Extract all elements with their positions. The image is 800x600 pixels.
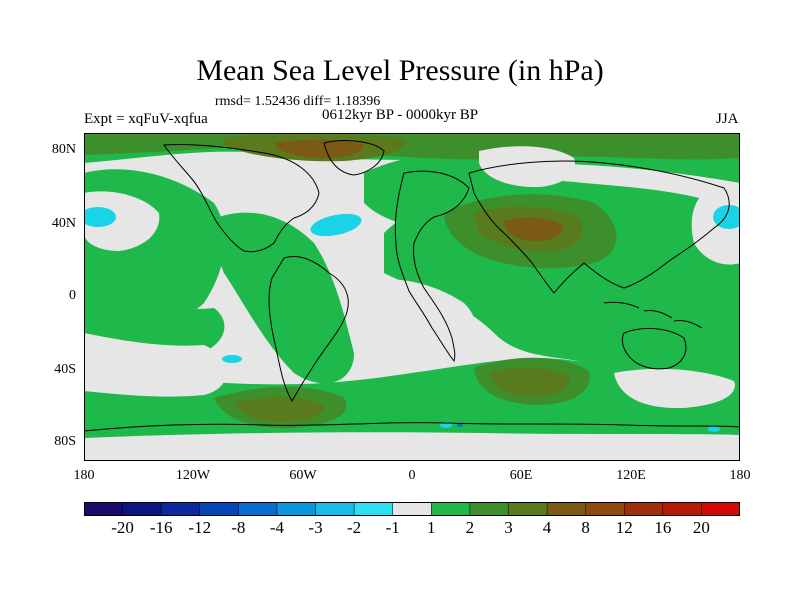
asia-brown (504, 217, 563, 241)
colorbar-label-12: 8 (581, 518, 590, 537)
colorbar-label-3: -8 (231, 518, 246, 537)
colorbar-swatch-9 (431, 502, 471, 516)
coastlines (84, 140, 740, 432)
arctic-brown (274, 139, 365, 158)
colorbar-label-8: 1 (427, 518, 436, 537)
x-label-120w: 120W (175, 468, 211, 483)
y-label-80n: 80N (51, 142, 76, 157)
season-label: JJA (716, 111, 739, 127)
colorbar-swatch-4 (238, 502, 278, 516)
north-pacific-cyan (84, 207, 116, 227)
equatorial-pacific-green (84, 283, 225, 358)
period-text: 0612kyr BP - 0000kyr BP (322, 107, 479, 123)
south-indian-neutral (614, 368, 735, 409)
x-label-180w: 180 (73, 468, 95, 483)
colorbar-label-6: -2 (347, 518, 362, 537)
map-title: Mean Sea Level Pressure (in hPa) (196, 54, 604, 87)
colorbar-swatch-15 (662, 502, 703, 516)
north-atlantic-neutral (479, 146, 575, 188)
colorbar-swatch-0 (84, 502, 124, 516)
ross-cyan (708, 426, 720, 432)
colorbar-label-5: -3 (308, 518, 323, 537)
colorbar-label-11: 4 (542, 518, 552, 537)
x-label-60e: 60E (509, 468, 533, 483)
x-label-120e: 120E (616, 468, 646, 483)
south-atlantic-neutral (349, 279, 477, 361)
central-pacific-cyan (310, 213, 362, 237)
colorbar-swatch-14 (623, 502, 664, 516)
colorbar-swatch-7 (353, 502, 394, 516)
south-america-coast (268, 256, 349, 402)
colorbar-label-10: 3 (504, 518, 513, 537)
colorbar-swatch-1 (122, 502, 162, 516)
north-pacific-neutral (84, 191, 160, 251)
stats-text: rmsd= 1.52436 diff= 1.18396 (215, 94, 381, 109)
y-label-40n: 40N (51, 216, 76, 231)
colorbar-label-13: 12 (615, 518, 633, 537)
greenland-coast (323, 140, 385, 176)
australia-coast (621, 328, 687, 370)
experiment-label: Expt = xqFuV-xqfua (84, 111, 208, 127)
y-label-80s: 80S (54, 434, 76, 449)
x-label-60w: 60W (289, 468, 317, 483)
indian-olive (489, 367, 570, 397)
colorbar (84, 502, 740, 516)
antarctic-blue (457, 423, 463, 427)
colorbar-swatch-10 (469, 502, 510, 516)
colorbar-label-2: -12 (188, 518, 212, 537)
colorbar-label-1: -16 (149, 518, 173, 537)
map-frame (84, 133, 740, 461)
north-america-coast (163, 144, 320, 253)
southern-olive (234, 397, 325, 422)
pressure-anomaly-map (84, 133, 740, 461)
colorbar-label-4: -4 (269, 518, 285, 537)
colorbar-swatch-6 (315, 502, 355, 516)
colorbar-swatch-3 (199, 502, 240, 516)
colorbar-swatch-16 (701, 502, 740, 516)
indonesia-coast (603, 301, 703, 329)
colorbar-swatch-11 (508, 502, 548, 516)
colorbar-label-9: 2 (465, 518, 475, 537)
colorbar-label-14: 16 (654, 518, 672, 537)
europe-africa-coast (394, 170, 470, 363)
colorbar-label-15: 20 (692, 518, 710, 537)
antarctic-neutral (84, 432, 740, 461)
antarctica-coast (84, 422, 740, 432)
y-label-40s: 40S (54, 362, 76, 377)
south-pacific-cyan (222, 355, 242, 363)
colorbar-swatch-13 (585, 502, 625, 516)
colorbar-swatch-12 (546, 502, 587, 516)
x-label-0: 0 (408, 468, 416, 483)
colorbar-label-0: -20 (111, 518, 134, 537)
colorbar-swatch-8 (392, 502, 433, 516)
x-label-180e: 180 (729, 468, 751, 483)
colorbar-swatch-2 (160, 502, 201, 516)
south-pacific-neutral (84, 333, 227, 397)
asia-coast (468, 160, 730, 294)
americas-green (204, 212, 354, 384)
colorbar-swatch-5 (276, 502, 317, 516)
colorbar-label-7: -1 (385, 518, 400, 537)
y-label-0: 0 (69, 288, 76, 303)
